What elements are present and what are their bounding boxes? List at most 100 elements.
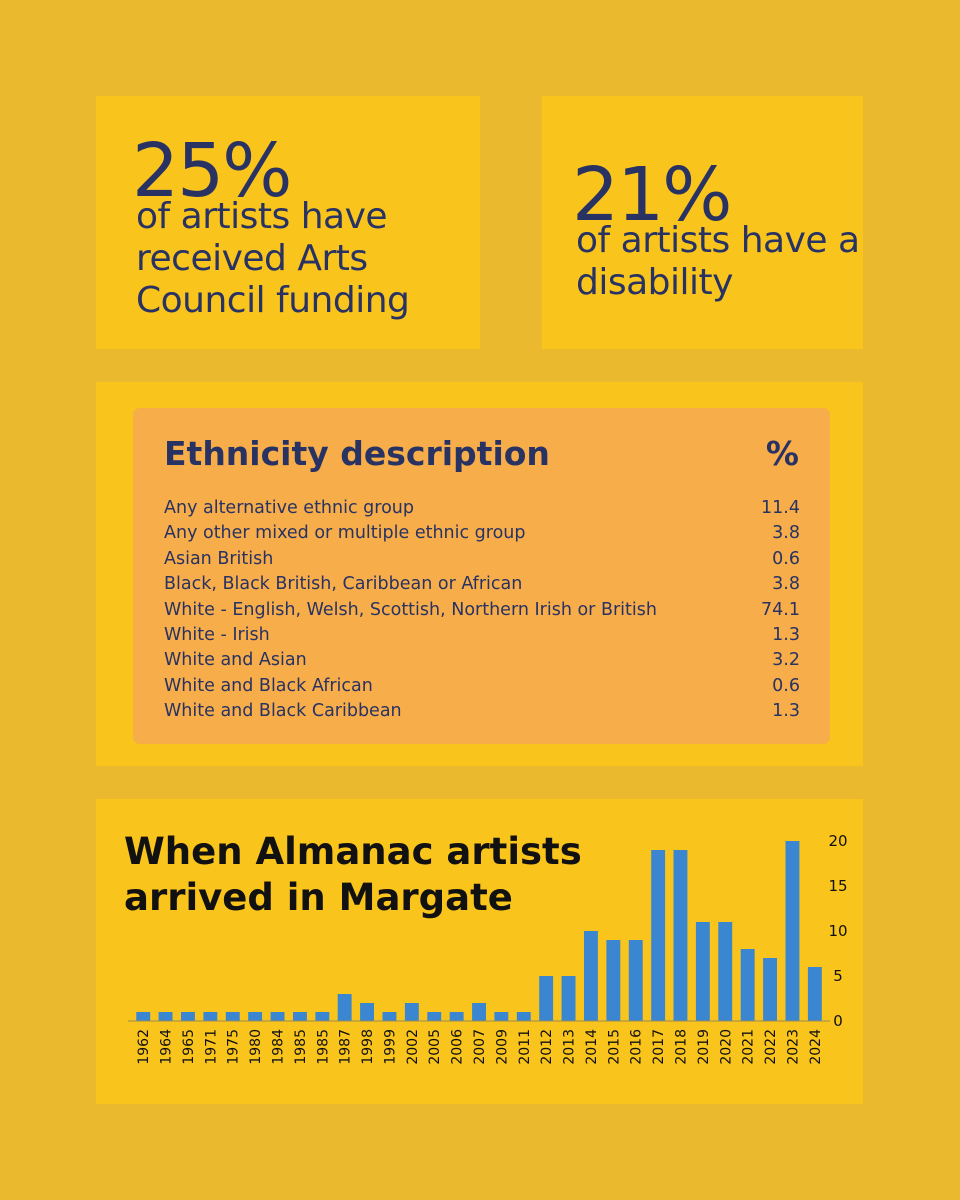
x-tick-label: 2002	[405, 1029, 421, 1065]
y-tick-label: 0	[833, 1012, 843, 1030]
bar-2021	[740, 949, 755, 1021]
x-tick-label: 2016	[629, 1029, 645, 1065]
ethnicity-label: Black, Black British, Caribbean or Afric…	[164, 574, 523, 595]
ethnicity-percent: 0.6	[772, 548, 800, 569]
bar-1980	[248, 1012, 263, 1021]
bar-1985	[315, 1012, 330, 1021]
x-tick-label: 1975	[226, 1029, 242, 1065]
bar-2017	[651, 850, 666, 1021]
ethnicity-percent: 0.6	[772, 675, 800, 696]
table-row: White and Asian 3.2	[164, 648, 800, 673]
x-tick-label: 2022	[763, 1029, 779, 1065]
bar-2015	[606, 940, 621, 1021]
y-tick-label: 20	[828, 832, 847, 850]
x-tick-label: 2011	[517, 1029, 533, 1065]
ethnicity-label: Asian British	[164, 548, 274, 569]
arrival-bar-chart: 1962 1964 1965 1971 1975 1980 1984 1985 1985 1987…	[128, 832, 848, 1065]
bar-2018	[673, 850, 688, 1021]
x-tick-label: 2006	[450, 1029, 466, 1065]
ethnicity-label: White - English, Welsh, Scottish, Northe…	[164, 599, 657, 620]
bar-1975	[225, 1012, 240, 1021]
bar-2016	[628, 940, 643, 1021]
ethnicity-label: White - Irish	[164, 624, 270, 645]
x-tick-label: 2009	[494, 1029, 510, 1065]
ethnicity-panel: Ethnicity description % Any alternative …	[96, 382, 863, 766]
x-tick-label: 2017	[651, 1029, 667, 1065]
x-tick-label: 1964	[159, 1029, 175, 1065]
bar-2007	[472, 1003, 486, 1021]
table-row: White - English, Welsh, Scottish, Northe…	[164, 598, 800, 623]
ethnicity-label: White and Black Caribbean	[164, 701, 402, 722]
stat-card-disability: 21% of artists have a disability	[542, 96, 863, 349]
x-tick-label: 1962	[136, 1029, 152, 1065]
bar-1984	[270, 1012, 285, 1021]
bar-2013	[561, 976, 576, 1021]
x-tick-label: 2018	[674, 1029, 690, 1065]
x-tick-label: 1971	[203, 1029, 219, 1065]
chart-title: When Almanac artists arrived in Margate	[124, 830, 582, 919]
x-tick-label: 1985	[315, 1029, 331, 1065]
bar-2006	[449, 1012, 464, 1021]
table-row: Asian British 0.6	[164, 547, 800, 572]
arrival-chart-panel: 1962 1964 1965 1971 1975 1980 1984 1985 1985 1987…	[96, 799, 863, 1104]
x-tick-label: 2021	[741, 1029, 757, 1065]
bar-2019	[695, 922, 710, 1021]
x-tick-label: 2023	[785, 1029, 801, 1065]
bar-2011	[516, 1012, 531, 1021]
x-tick-label: 2024	[808, 1029, 824, 1065]
ethnicity-rows: Any alternative ethnic group 11.4 Any othe…	[164, 496, 800, 725]
ethnicity-header-percent: %	[765, 434, 799, 473]
bar-1985	[293, 1012, 307, 1021]
x-tick-label: 2020	[718, 1029, 734, 1065]
bar-2009	[494, 1012, 509, 1021]
x-tick-label: 1987	[338, 1029, 354, 1065]
bar-1962	[136, 1012, 151, 1021]
bar-2005	[427, 1012, 442, 1021]
stat-card-funding: 25% of artists have received Arts Counci…	[96, 96, 480, 349]
bar-2022	[763, 958, 777, 1021]
stat-value: 21%	[572, 152, 732, 238]
stat-description: of artists have received Arts Council fu…	[136, 196, 410, 321]
ethnicity-table: Ethnicity description % Any alternative …	[133, 408, 830, 744]
x-tick-label: 2019	[696, 1029, 712, 1065]
bar-1964	[158, 1012, 173, 1021]
ethnicity-percent: 1.3	[772, 701, 800, 722]
ethnicity-percent: 3.8	[772, 574, 800, 595]
stat-description: of artists have a disability	[576, 220, 860, 303]
x-tick-label: 1985	[293, 1029, 309, 1065]
y-tick-label: 10	[828, 922, 847, 940]
ethnicity-percent: 1.3	[772, 624, 800, 645]
bar-1987	[337, 994, 352, 1021]
table-row: White - Irish 1.3	[164, 623, 800, 648]
ethnicity-label: White and Asian	[164, 650, 307, 671]
x-tick-label: 2015	[606, 1029, 622, 1065]
ethnicity-percent: 11.4	[761, 498, 800, 518]
x-tick-label: 2005	[427, 1029, 443, 1065]
table-row: White and Black African 0.6	[164, 674, 800, 699]
x-tick-label: 1999	[383, 1029, 399, 1065]
bar-1999	[382, 1012, 397, 1021]
bar-1965	[181, 1012, 195, 1021]
ethnicity-label: Any other mixed or multiple ethnic group	[164, 523, 526, 544]
bar-1998	[360, 1003, 374, 1021]
y-tick-label: 5	[833, 967, 843, 985]
x-tick-label: 2014	[584, 1029, 600, 1065]
stat-value: 25%	[132, 128, 292, 214]
table-row: Any alternative ethnic group 11.4	[164, 496, 800, 521]
ethnicity-percent: 3.2	[772, 650, 800, 671]
x-tick-label: 2012	[539, 1029, 555, 1065]
x-tick-label: 2013	[562, 1029, 578, 1065]
x-tick-label: 1980	[248, 1029, 264, 1065]
y-tick-label: 15	[828, 877, 847, 895]
bar-1971	[203, 1012, 218, 1021]
table-row: White and Black Caribbean 1.3	[164, 699, 800, 724]
ethnicity-percent: 3.8	[772, 523, 800, 544]
bar-2012	[539, 976, 554, 1021]
ethnicity-label: Any alternative ethnic group	[164, 498, 414, 518]
bar-2023	[785, 841, 800, 1021]
ethnicity-percent: 74.1	[761, 599, 800, 620]
x-tick-label: 2007	[472, 1029, 488, 1065]
table-row: Any other mixed or multiple ethnic group…	[164, 521, 800, 546]
bar-2024	[807, 967, 822, 1021]
bar-2002	[404, 1003, 419, 1021]
